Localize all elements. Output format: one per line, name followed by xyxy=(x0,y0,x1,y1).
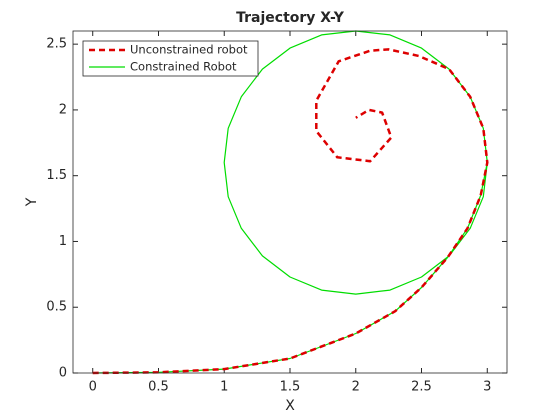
y-tick-label: 2.5 xyxy=(46,37,67,52)
legend-box xyxy=(82,40,259,77)
y-tick-label: 0 xyxy=(59,366,67,381)
legend-label: Constrained Robot xyxy=(130,60,237,74)
x-tick-label: 1.5 xyxy=(280,380,301,395)
x-tick-label: 2.5 xyxy=(411,380,432,395)
legend: Unconstrained robot Constrained Robot xyxy=(82,40,259,77)
x-tick-label: 3 xyxy=(483,380,491,395)
y-tick-label: 0.5 xyxy=(46,300,67,315)
chart-title: Trajectory X-Y xyxy=(236,10,345,26)
x-tick-label: 2 xyxy=(352,380,360,395)
plot-frame xyxy=(72,30,508,374)
series-line xyxy=(92,30,488,374)
x-tick-label: 1 xyxy=(220,380,228,395)
x-tick-label: 0.5 xyxy=(148,380,169,395)
y-tick-label: 2 xyxy=(59,102,67,117)
y-tick-label: 1.5 xyxy=(46,168,67,183)
x-tick-label: 0 xyxy=(89,380,97,395)
y-tick-label: 1 xyxy=(59,234,67,249)
legend-label: Unconstrained robot xyxy=(130,43,248,57)
x-axis-label: X xyxy=(285,398,295,414)
y-axis-label: Y xyxy=(24,197,40,207)
